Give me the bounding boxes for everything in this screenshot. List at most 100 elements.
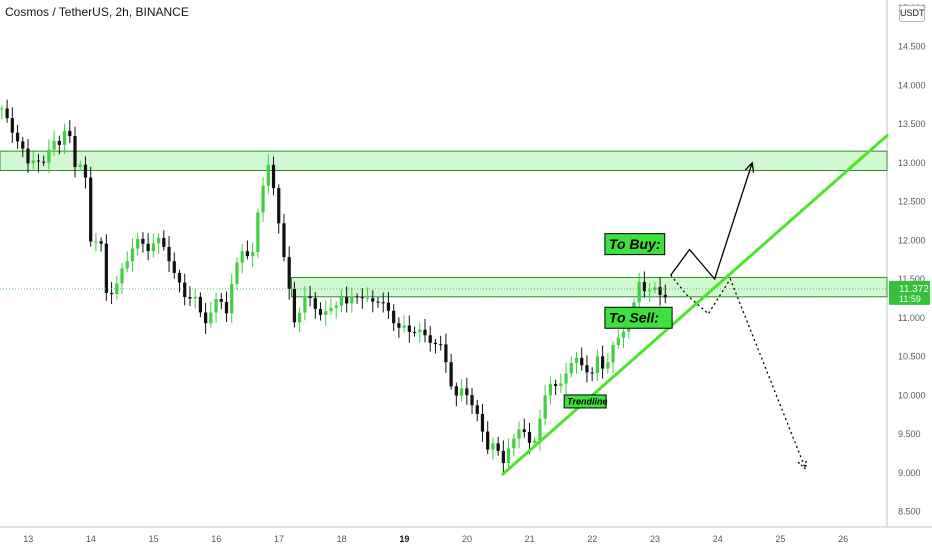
to-sell-label[interactable]: To Sell: [604, 306, 673, 329]
candle [99, 237, 103, 252]
to-sell-label-text: To Sell: [609, 310, 659, 326]
y-tick-label: 8.500 [898, 507, 921, 517]
candle [569, 356, 573, 378]
currency-button[interactable]: USDT [899, 5, 925, 22]
candle [146, 233, 150, 261]
candle [303, 286, 307, 321]
candle [52, 130, 56, 156]
chart-title: Cosmos / TetherUS, 2h, BINANCE [5, 5, 189, 19]
candle [94, 232, 98, 252]
candle [324, 300, 328, 326]
candle [585, 355, 589, 383]
candle [177, 269, 182, 293]
candle [125, 251, 129, 273]
x-tick-label: 18 [337, 534, 347, 544]
candle [130, 238, 135, 272]
candle [167, 236, 171, 273]
candle [47, 139, 51, 174]
y-tick-label: 13.500 [898, 119, 926, 129]
to-buy-label[interactable]: To Buy: [604, 233, 666, 256]
to-buy-label-text: To Buy: [609, 236, 661, 252]
candle [611, 341, 615, 374]
candle [329, 298, 333, 315]
candle [465, 377, 469, 405]
candle [42, 155, 46, 167]
candle [26, 138, 30, 173]
candle [334, 301, 338, 319]
candle [480, 403, 485, 442]
trendline[interactable] [501, 134, 889, 476]
candle [559, 373, 563, 393]
candle [156, 233, 161, 254]
candle [371, 290, 375, 313]
y-tick-label: 12.000 [898, 235, 926, 245]
candle [62, 123, 67, 154]
candle [407, 315, 411, 343]
candle [235, 257, 239, 290]
candle [517, 421, 521, 449]
y-tick-label: 10.000 [898, 390, 926, 400]
candle [606, 353, 610, 374]
candle [266, 153, 270, 195]
candle [245, 240, 250, 260]
candle [188, 286, 192, 307]
x-tick-label: 25 [775, 534, 785, 544]
candle [365, 287, 370, 302]
y-tick-label: 14.000 [898, 80, 926, 90]
candle [256, 208, 260, 259]
candle [15, 124, 20, 149]
candle [298, 307, 302, 333]
x-tick-label: 13 [23, 534, 33, 544]
candle [538, 409, 542, 452]
candle [251, 242, 255, 267]
candle [522, 418, 526, 438]
candle [214, 292, 218, 323]
candle [318, 302, 323, 321]
candle [486, 421, 490, 455]
candle [350, 287, 354, 313]
x-tick-label: 16 [211, 534, 221, 544]
candle [198, 292, 203, 318]
resistance-zone-middle[interactable] [290, 276, 888, 298]
candle [151, 233, 155, 258]
candle [0, 105, 4, 120]
candle [78, 160, 82, 172]
candle [376, 297, 380, 308]
candle [313, 292, 317, 319]
candle [339, 289, 344, 313]
trendline-label-text: Trendline [567, 397, 607, 407]
candle [402, 315, 406, 333]
candle [616, 329, 620, 350]
bearish-arrow-head [797, 458, 807, 471]
candle [287, 246, 291, 300]
candle [219, 293, 223, 310]
candle [172, 252, 176, 279]
trendline-label[interactable]: Trendline [563, 394, 608, 409]
candle [83, 156, 88, 189]
candle [277, 184, 281, 234]
candle [308, 285, 312, 307]
candle [209, 301, 213, 328]
candle [31, 149, 35, 170]
candle [282, 214, 286, 262]
candle [527, 423, 532, 454]
candle [261, 177, 265, 222]
candle [449, 353, 453, 390]
bearish-projection-path[interactable] [670, 274, 807, 470]
candle [57, 135, 61, 155]
candle [648, 282, 652, 302]
y-tick-label: 10.500 [898, 352, 926, 362]
candle [203, 302, 208, 335]
candle [658, 277, 662, 306]
candle [439, 335, 443, 351]
bullish-projection-path[interactable] [670, 162, 753, 281]
candle [224, 291, 229, 322]
candle [183, 273, 187, 306]
candle [5, 99, 9, 123]
x-tick-label: 24 [713, 534, 723, 544]
y-tick-label: 11.500 [898, 274, 925, 284]
candle [423, 318, 427, 343]
resistance-zone-upper[interactable] [0, 150, 888, 171]
